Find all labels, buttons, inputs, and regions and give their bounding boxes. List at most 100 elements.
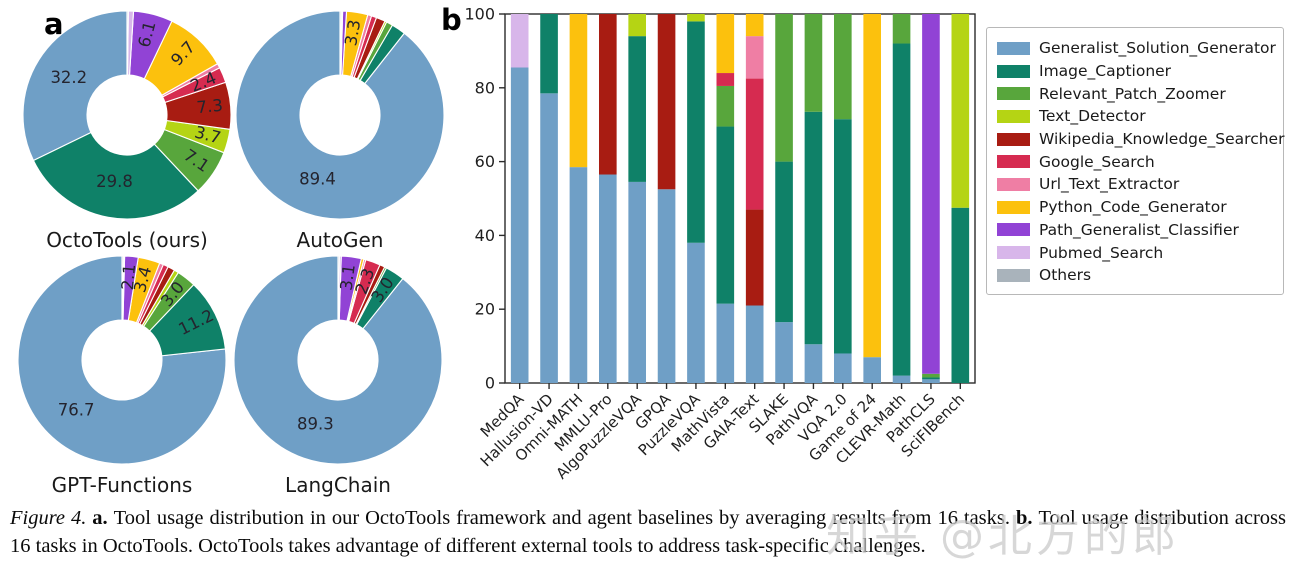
donut-slice-Generalist_Solution_Generator [22, 10, 128, 162]
legend-item-Generalist_Solution_Generator: Generalist_Solution_Generator [997, 37, 1276, 60]
y-tick-label: 60 [475, 152, 495, 171]
legend-swatch-icon [997, 41, 1030, 55]
legend-label: Relevant_Patch_Zoomer [1039, 84, 1226, 103]
legend-item-Relevant_Patch_Zoomer: Relevant_Patch_Zoomer [997, 82, 1273, 105]
caption-b-text: Tool usage distribution across 16 tasks … [10, 507, 1286, 557]
legend-label: Google_Search [1039, 152, 1155, 171]
bar-segment-Image_Captioner [775, 161, 793, 323]
legend-swatch-icon [997, 132, 1030, 146]
bar-segment-Relevant_Patch_Zoomer [834, 14, 852, 120]
bar-segment-Image_Captioner [922, 377, 940, 380]
bar-segment-Generalist_Solution_Generator [540, 93, 558, 384]
bar-segment-Python_Code_Generator [569, 14, 588, 168]
y-tick-label: 40 [475, 226, 495, 245]
legend-swatch-icon [997, 246, 1030, 260]
donut-title: GPT-Functions [52, 473, 193, 497]
caption-a-text: Tool usage distribution in our OctoTools… [113, 507, 1016, 529]
legend-item-Text_Detector: Text_Detector [997, 105, 1273, 128]
bar-segment-Relevant_Patch_Zoomer [716, 85, 735, 127]
donut-value-label: 3.1 [337, 263, 359, 291]
bar-segment-Text_Detector [951, 14, 970, 208]
legend-swatch-icon [997, 223, 1030, 237]
y-tick-label: 100 [464, 5, 495, 24]
bar-segment-Relevant_Patch_Zoomer [775, 14, 793, 162]
bar-segment-Python_Code_Generator [745, 14, 764, 37]
legend-item-Image_Captioner: Image_Captioner [997, 60, 1273, 83]
legend-swatch-icon [997, 109, 1030, 123]
donut-slice-Image_Captioner [32, 131, 199, 220]
donut-slice-Generalist_Solution_Generator [233, 255, 443, 465]
bar-segment-Generalist_Solution_Generator [657, 189, 676, 383]
legend-item-Path_Generalist_Classifier: Path_Generalist_Classifier [997, 219, 1273, 242]
bar-segment-Url_Text_Extractor [745, 36, 764, 79]
bar-segment-Generalist_Solution_Generator [863, 357, 881, 383]
bar-segment-Generalist_Solution_Generator [716, 303, 735, 383]
bar-segment-Image_Captioner [687, 21, 705, 243]
panel-b-label: b [441, 3, 462, 37]
bar-segment-Generalist_Solution_Generator [599, 174, 617, 383]
donut-value-label: 7.3 [196, 96, 224, 117]
donut-title: LangChain [285, 473, 391, 497]
caption-a-label: a. [92, 507, 114, 529]
donut-slice-Others [339, 10, 342, 76]
donut-slice-Others [121, 255, 124, 321]
bar-segment-Wikipedia_Knowledge_Searcher [599, 14, 617, 175]
plot-frame [504, 13, 976, 384]
axes: 020406080100MedQAHallusion-VDOmni-MATHMM… [464, 5, 976, 483]
bar-segment-Relevant_Patch_Zoomer [804, 14, 823, 112]
bar-segment-Generalist_Solution_Generator [892, 375, 911, 383]
caption-figure-number: Figure 4. [10, 507, 93, 529]
donut-title: OctoTools (ours) [46, 228, 208, 252]
legend-label: Url_Text_Extractor [1039, 175, 1180, 194]
y-tick-label: 80 [475, 78, 495, 97]
donut-value-label: 32.2 [50, 68, 87, 87]
bar-segment-Relevant_Patch_Zoomer [922, 373, 940, 378]
donut-value-label: 29.8 [96, 172, 133, 191]
bar-segment-Relevant_Patch_Zoomer [892, 14, 911, 44]
bar-segment-Generalist_Solution_Generator [922, 379, 940, 383]
donut-value-label: 3.3 [341, 18, 364, 47]
legend-label: Others [1039, 266, 1092, 285]
legend-label: Wikipedia_Knowledge_Searcher [1039, 130, 1285, 149]
donut-value-label: 2.1 [118, 263, 139, 291]
chart-legend: Generalist_Solution_Generator Image_Capti… [986, 27, 1284, 295]
y-tick-label: 0 [485, 374, 495, 393]
legend-swatch-icon [997, 200, 1030, 214]
panel-a-label: a [44, 7, 64, 41]
figure-caption: Figure 4. a. Tool usage distribution in … [10, 505, 1286, 561]
legend-label: Python_Code_Generator [1039, 198, 1227, 217]
bar-segment-Google_Search [745, 78, 764, 210]
y-tick-label: 20 [475, 300, 495, 319]
bar-segment-Text_Detector [628, 14, 646, 37]
bar-segment-Generalist_Solution_Generator [775, 322, 793, 383]
donut-title: AutoGen [297, 228, 384, 252]
caption-b-label: b. [1015, 507, 1039, 529]
bar-segment-Python_Code_Generator [863, 14, 881, 358]
legend-swatch-icon [997, 155, 1030, 169]
bar-segment-Wikipedia_Knowledge_Searcher [745, 209, 764, 306]
donut-slice-Others [126, 10, 129, 76]
bar-segment-Generalist_Solution_Generator [804, 344, 823, 383]
bar-segment-Python_Code_Generator [716, 14, 735, 74]
bar-segment-Path_Generalist_Classifier [922, 14, 940, 374]
bar-segment-Image_Captioner [834, 119, 852, 354]
bar-segment-Image_Captioner [892, 43, 911, 376]
bar-segment-Image_Captioner [716, 126, 735, 304]
donut-value-label: 89.3 [297, 414, 334, 433]
donut-slice-Others [337, 255, 340, 321]
legend-item-Pubmed_Search: Pubmed_Search [997, 241, 1273, 264]
bar-segment-Image_Captioner [628, 36, 646, 182]
donut-slice-Generalist_Solution_Generator [17, 255, 227, 465]
legend-item-Google_Search: Google_Search [997, 150, 1273, 173]
legend-label: Image_Captioner [1039, 62, 1172, 81]
bar-segment-Pubmed_Search [510, 14, 529, 68]
donut-value-label: 89.4 [299, 169, 336, 188]
legend-item-Python_Code_Generator: Python_Code_Generator [997, 196, 1273, 219]
bar-segment-Image_Captioner [951, 207, 970, 383]
legend-swatch-icon [997, 268, 1030, 282]
bar-segment-Image_Captioner [540, 14, 558, 94]
